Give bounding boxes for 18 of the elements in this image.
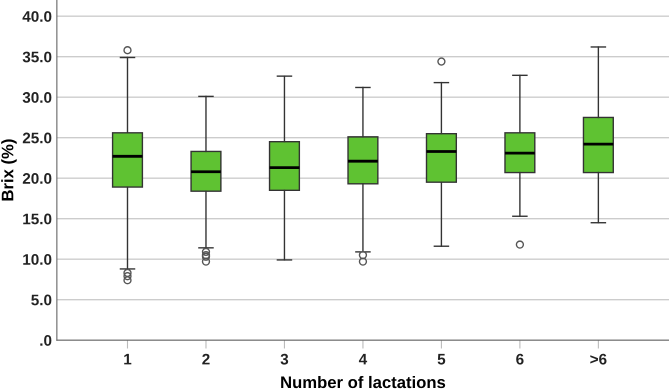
y-tick-label: 35.0 <box>22 52 52 62</box>
x-tick-label: >6 <box>590 354 607 365</box>
y-tick-label: 40.0 <box>22 11 52 22</box>
x-axis-title: Number of lactations <box>281 376 446 388</box>
y-tick-label: 5.0 <box>31 294 52 306</box>
x-tick-label: 4 <box>358 354 368 364</box>
x-tick-label: 3 <box>280 354 288 365</box>
x-tick-label: 2 <box>202 354 210 364</box>
y-tick-label: .0 <box>40 335 52 346</box>
y-tick-label: 20.0 <box>22 173 52 184</box>
y-tick-label: 10.0 <box>23 254 52 265</box>
y-axis-title: Brix (%) <box>1 139 17 200</box>
y-tick-label: 15.0 <box>23 214 52 224</box>
y-tick-label: 25.0 <box>22 132 52 144</box>
y-tick-label: 30.0 <box>22 92 52 103</box>
x-tick-label: 5 <box>438 354 446 365</box>
x-tick-label: 1 <box>124 354 132 364</box>
x-tick-label: 6 <box>516 354 524 365</box>
